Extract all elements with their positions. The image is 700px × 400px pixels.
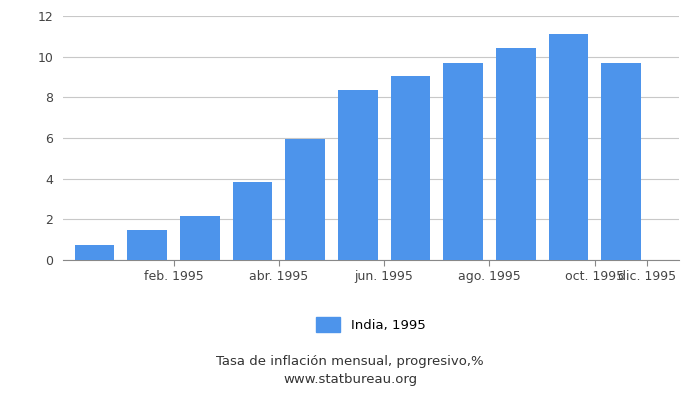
Bar bbox=[338, 90, 377, 260]
Bar bbox=[286, 139, 325, 260]
Bar bbox=[549, 34, 588, 260]
Bar bbox=[180, 216, 220, 260]
Legend: India, 1995: India, 1995 bbox=[310, 310, 432, 339]
Bar bbox=[601, 63, 640, 260]
Bar bbox=[496, 48, 536, 260]
Bar bbox=[391, 76, 430, 260]
Bar bbox=[127, 230, 167, 260]
Bar bbox=[233, 182, 272, 260]
Text: Tasa de inflación mensual, progresivo,%
www.statbureau.org: Tasa de inflación mensual, progresivo,% … bbox=[216, 355, 484, 386]
Bar bbox=[443, 63, 483, 260]
Bar bbox=[75, 245, 114, 260]
